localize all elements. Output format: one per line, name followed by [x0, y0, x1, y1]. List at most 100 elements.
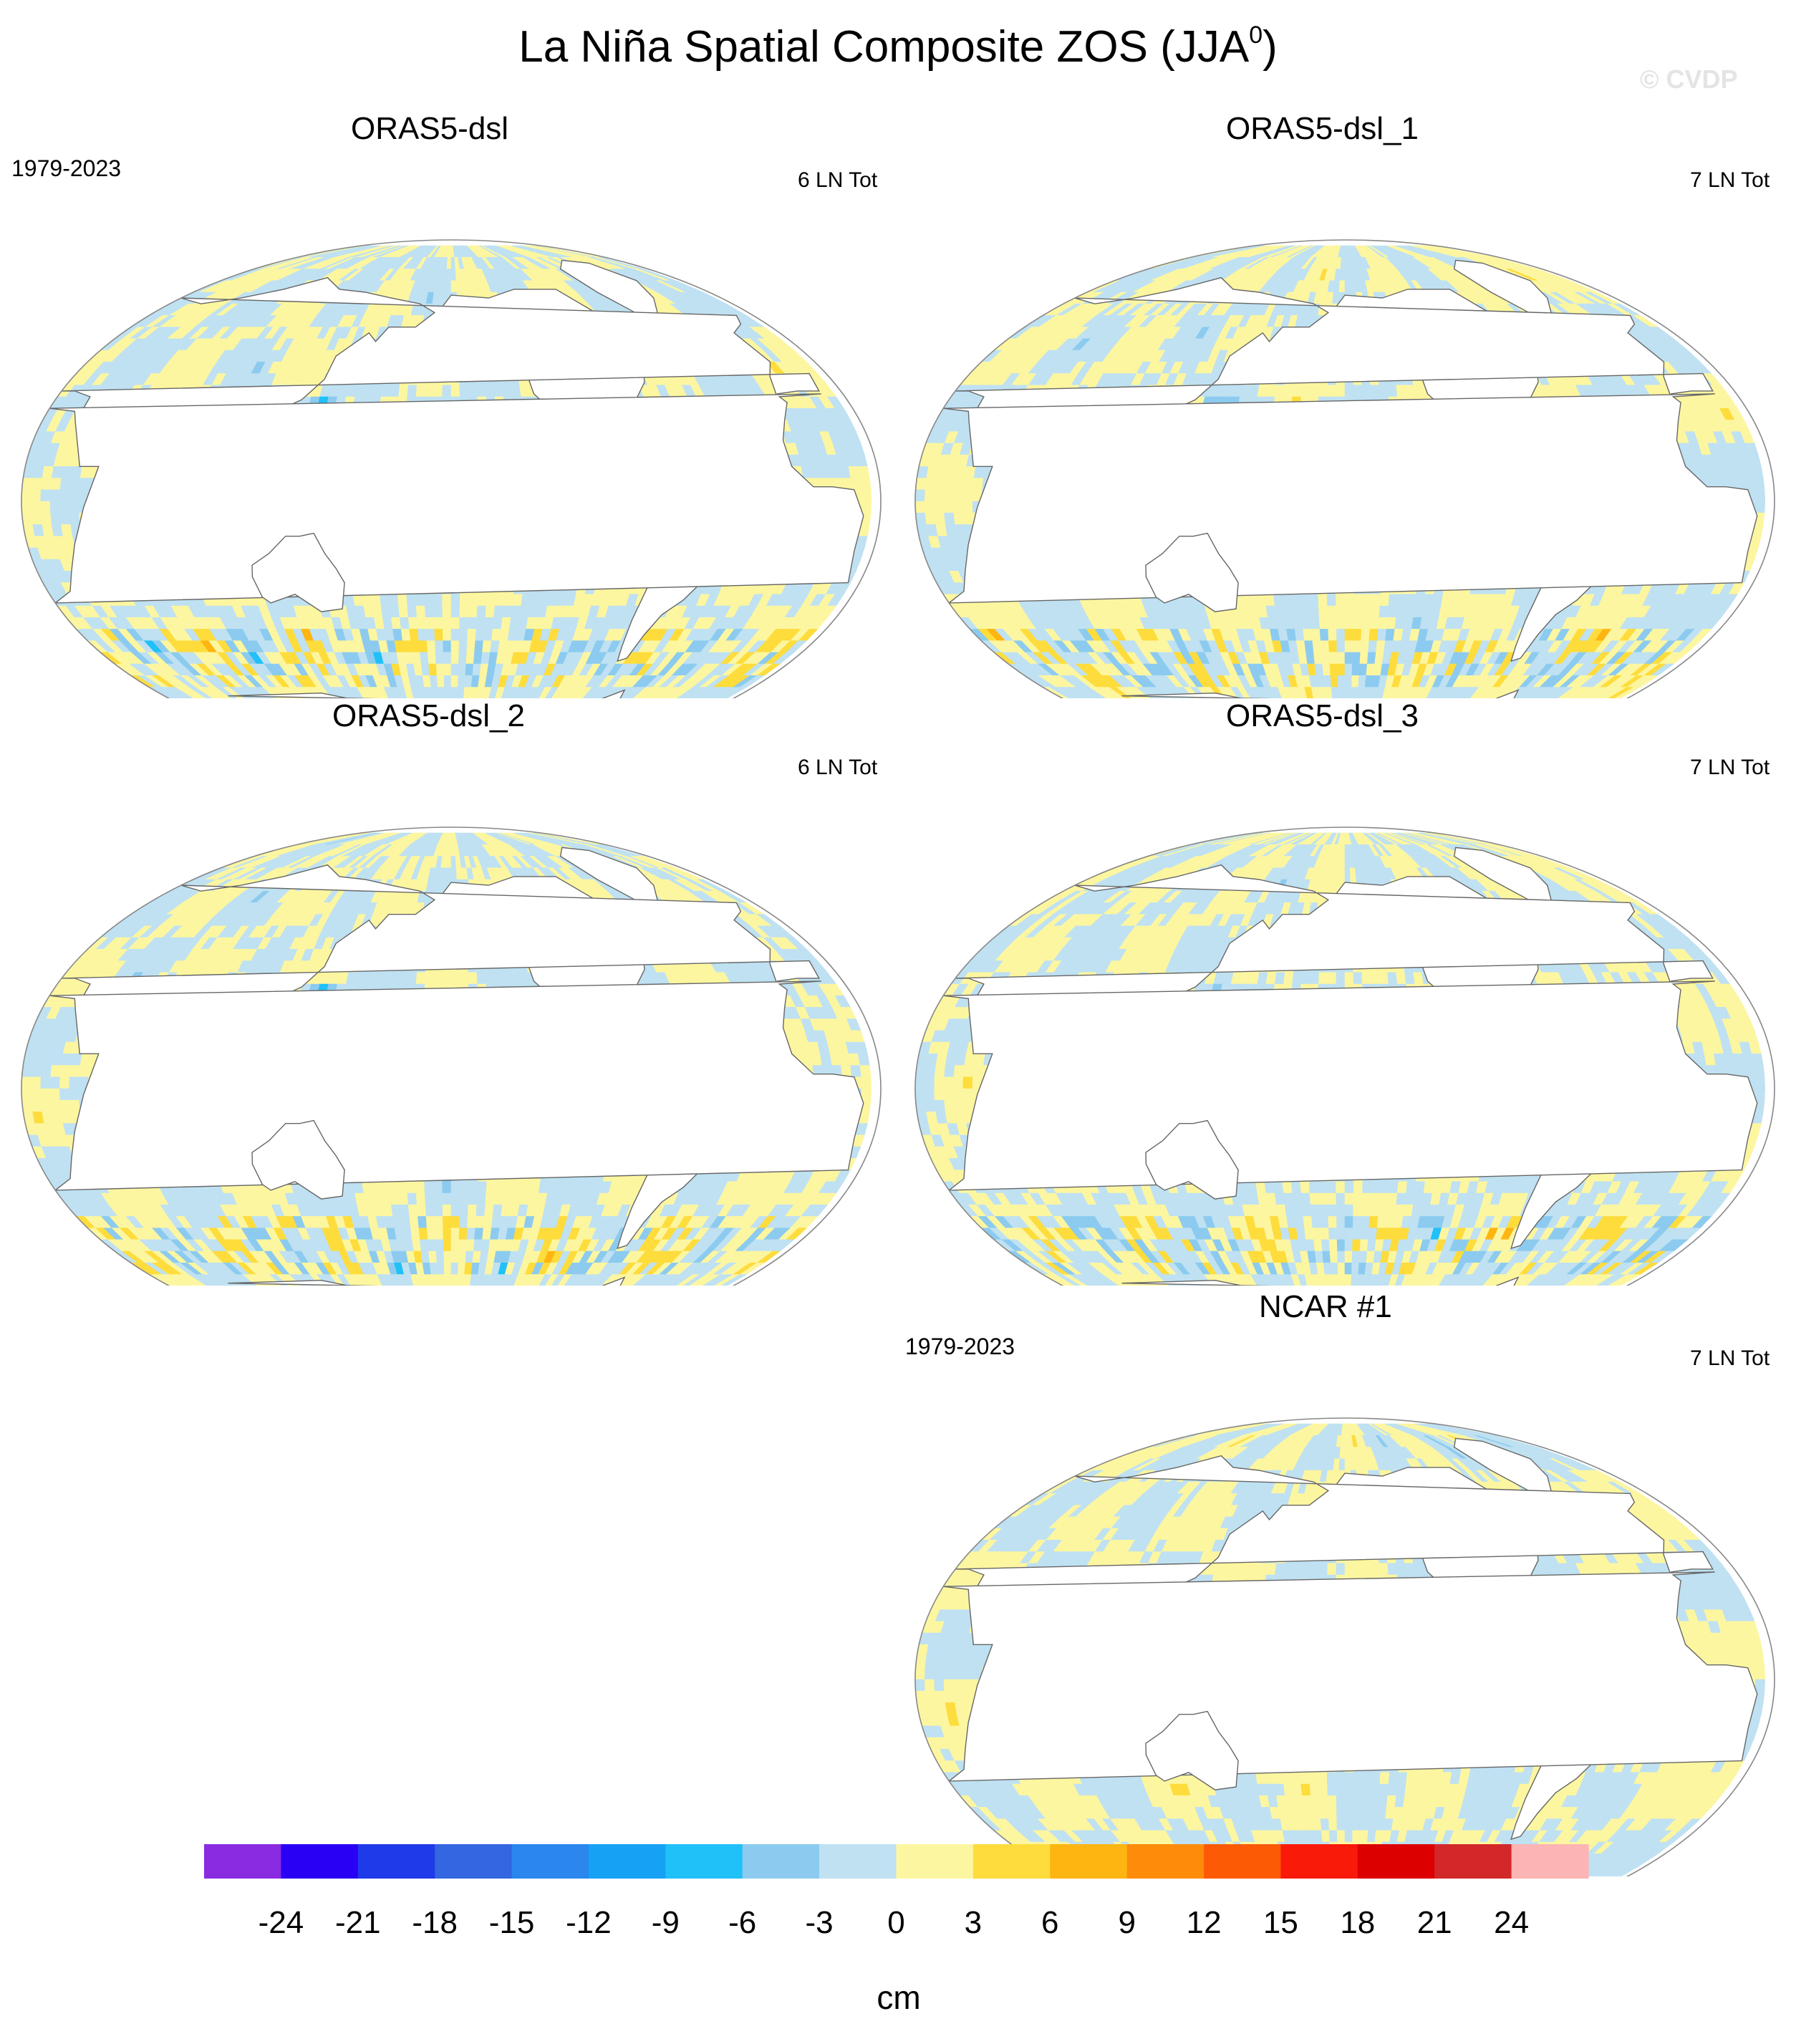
anomaly-cell [484, 617, 495, 630]
anomaly-cell [450, 280, 458, 293]
anomaly-cell [512, 594, 523, 607]
anomaly-cell [861, 489, 872, 502]
anomaly-cell [485, 605, 496, 618]
anomaly-cell [422, 675, 432, 688]
anomaly-cell [400, 629, 411, 641]
anomaly-cell [459, 385, 469, 397]
anomaly-cell [49, 489, 61, 502]
anomaly-cell [398, 385, 409, 397]
anomaly-cell [459, 617, 469, 630]
anomaly-cell [439, 280, 447, 293]
anomaly-cell [428, 652, 437, 665]
anomaly-cell [443, 652, 452, 665]
anomaly-cell [21, 478, 34, 491]
anomaly-cell [437, 687, 445, 698]
anomaly-cell [502, 385, 513, 397]
watermark: © CVDP [1640, 64, 1738, 94]
anomaly-cell [362, 594, 373, 607]
anomaly-cell [30, 489, 42, 502]
anomaly-cell [857, 466, 870, 478]
anomaly-cell [420, 663, 430, 676]
anomaly-cell [69, 489, 79, 502]
map-panel-oras5-dsl: ORAS5-dsl 1979-2023 6 LN Tot [7, 111, 902, 698]
anomaly-cell [412, 652, 422, 665]
anomaly-cell [450, 594, 460, 607]
anomaly-cell [397, 594, 408, 607]
anomaly-cell [425, 629, 435, 641]
anomaly-cell [468, 385, 478, 397]
anomaly-cell [485, 385, 496, 397]
anomaly-cell [398, 605, 409, 618]
anomaly-cell [1344, 280, 1351, 293]
anomaly-cell [483, 629, 493, 641]
anomaly-cell [430, 687, 439, 698]
anomaly-cell [429, 675, 438, 688]
anomaly-cell [458, 629, 468, 641]
anomaly-cell [450, 640, 460, 653]
anomaly-cell [425, 617, 435, 630]
anomaly-cell [820, 466, 832, 478]
anomaly-cell [390, 385, 400, 397]
anomaly-cell [467, 629, 477, 641]
anomaly-cell [465, 652, 475, 665]
anomaly-cell [468, 594, 478, 607]
anomaly-cell [442, 605, 452, 618]
anomaly-cell [859, 478, 872, 491]
anomaly-cell [443, 629, 452, 641]
land-africa [49, 393, 864, 604]
anomaly-cell [380, 605, 392, 618]
main-title-suffix: ) [1262, 22, 1278, 72]
anomaly-cell [459, 605, 469, 618]
anomaly-cell [379, 594, 390, 607]
anomaly-cell [435, 663, 445, 676]
anomaly-cell [476, 605, 487, 618]
anomaly-cell [49, 501, 61, 514]
anomaly-cell [473, 652, 483, 665]
anomaly-cell [406, 594, 417, 607]
anomaly-cell [442, 594, 452, 607]
anomaly-cell [388, 594, 400, 607]
panel-period: 1979-2023 [11, 155, 122, 181]
anomaly-cell [407, 605, 417, 618]
anomaly-cell [31, 512, 43, 525]
anomaly-cell [458, 675, 466, 688]
anomaly-cell [450, 652, 460, 665]
anomaly-cell [450, 687, 458, 698]
anomaly-cell [436, 675, 445, 688]
anomaly-cell [21, 512, 34, 525]
anomaly-cell [445, 269, 452, 281]
anomaly-cell [407, 385, 417, 397]
world-map [21, 239, 882, 698]
anomaly-cell [50, 512, 62, 525]
anomaly-cell [438, 291, 446, 304]
anomaly-cell [450, 385, 460, 397]
anomaly-cell [492, 617, 503, 630]
anomaly-cell [493, 605, 504, 618]
map-panel-oras5-dsl-1: ORAS5-dsl_1 7 LN Tot [901, 111, 1796, 698]
anomaly-cell [428, 663, 438, 676]
anomaly-cell [477, 594, 488, 607]
anomaly-cell [370, 594, 382, 607]
anomaly-cell [1338, 280, 1346, 293]
anomaly-cell [433, 617, 443, 630]
anomaly-cell [433, 385, 443, 397]
anomaly-cell [79, 478, 90, 491]
anomaly-cell [443, 663, 452, 676]
anomaly-cell [426, 640, 436, 653]
anomaly-cell [1339, 269, 1346, 281]
anomaly-cell [458, 640, 468, 653]
anomaly-cell [21, 489, 32, 502]
anomaly-cell [50, 478, 62, 491]
anomaly-cell [450, 605, 460, 618]
anomaly-cell [433, 594, 443, 607]
world-map [914, 239, 1775, 698]
anomaly-cell [59, 478, 72, 491]
anomaly-cell [415, 385, 426, 397]
anomaly-cell [40, 501, 51, 514]
anomaly-cell [424, 594, 434, 607]
anomaly-cell [21, 501, 32, 514]
anomaly-cell [409, 629, 420, 641]
panel-count: 6 LN Tot [798, 168, 878, 192]
anomaly-cell [503, 594, 514, 607]
anomaly-cell [40, 489, 51, 502]
